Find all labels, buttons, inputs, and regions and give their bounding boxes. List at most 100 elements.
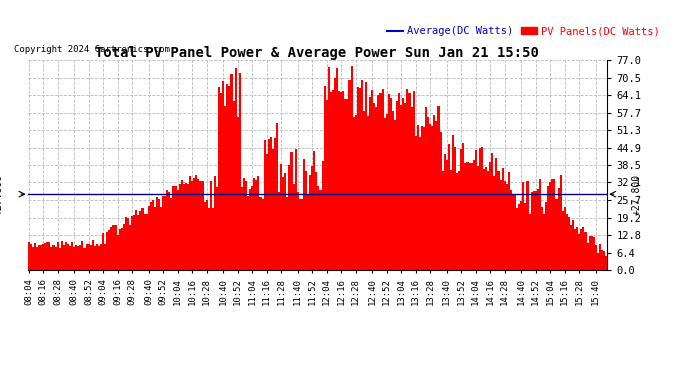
Bar	[386, 114, 388, 270]
Bar	[454, 147, 456, 270]
Bar	[377, 95, 380, 270]
Bar	[170, 198, 172, 270]
Bar	[208, 208, 210, 270]
Bar	[264, 140, 266, 270]
Bar	[90, 246, 92, 270]
Bar	[516, 208, 518, 270]
Bar	[371, 90, 373, 270]
Bar	[40, 244, 42, 270]
Bar	[365, 82, 367, 270]
Bar	[375, 107, 377, 270]
Bar	[408, 93, 411, 270]
Bar	[121, 228, 123, 270]
Bar	[144, 214, 146, 270]
Bar	[330, 92, 332, 270]
Bar	[216, 187, 218, 270]
Bar	[367, 116, 369, 270]
Bar	[440, 132, 442, 270]
Bar	[94, 246, 96, 270]
Bar	[535, 191, 537, 270]
Bar	[340, 92, 342, 270]
Bar	[382, 89, 384, 270]
Bar	[469, 164, 471, 270]
Bar	[303, 159, 305, 270]
Bar	[462, 143, 464, 270]
Bar	[313, 151, 315, 270]
Bar	[471, 163, 473, 270]
Bar	[282, 177, 284, 270]
Bar	[334, 78, 336, 270]
Bar	[599, 244, 601, 270]
Bar	[504, 182, 506, 270]
Bar	[181, 180, 183, 270]
Bar	[464, 163, 466, 270]
Bar	[570, 225, 572, 270]
Bar	[220, 93, 222, 270]
Bar	[533, 191, 535, 270]
Bar	[522, 182, 524, 270]
Bar	[344, 99, 346, 270]
Bar	[427, 117, 429, 270]
Bar	[96, 244, 98, 270]
Bar	[466, 162, 469, 270]
Bar	[28, 242, 30, 270]
Bar	[481, 147, 483, 270]
Bar	[398, 93, 400, 270]
Bar	[160, 207, 162, 270]
Bar	[106, 231, 108, 270]
Bar	[73, 248, 75, 270]
Bar	[448, 144, 450, 270]
Bar	[156, 197, 158, 270]
Bar	[539, 179, 541, 270]
Bar	[328, 67, 330, 270]
Bar	[578, 234, 580, 270]
Bar	[290, 152, 293, 270]
Bar	[135, 210, 137, 270]
Bar	[270, 137, 272, 270]
Bar	[243, 177, 245, 270]
Bar	[154, 207, 156, 270]
Bar	[65, 242, 67, 270]
Bar	[485, 166, 487, 270]
Bar	[233, 100, 235, 270]
Bar	[415, 136, 417, 270]
Bar	[52, 245, 55, 270]
Bar	[495, 158, 497, 270]
Bar	[187, 184, 189, 270]
Bar	[129, 225, 131, 270]
Bar	[419, 137, 421, 270]
Bar	[568, 217, 570, 270]
Text: +27.800: +27.800	[631, 174, 641, 215]
Bar	[483, 169, 485, 270]
Bar	[34, 243, 36, 270]
Bar	[595, 244, 597, 270]
Bar	[83, 248, 86, 270]
Bar	[77, 246, 79, 270]
Bar	[388, 94, 390, 270]
Bar	[61, 241, 63, 270]
Bar	[63, 245, 65, 270]
Bar	[560, 175, 562, 270]
Bar	[332, 90, 334, 270]
Bar	[502, 168, 504, 270]
Bar	[251, 186, 253, 270]
Bar	[537, 189, 539, 270]
Bar	[477, 166, 479, 270]
Bar	[452, 135, 454, 270]
Bar	[510, 190, 512, 270]
Bar	[380, 93, 382, 270]
Bar	[108, 230, 110, 270]
Bar	[57, 242, 59, 270]
Bar	[390, 98, 392, 270]
Bar	[475, 150, 477, 270]
Bar	[268, 139, 270, 270]
Bar	[338, 91, 340, 270]
Bar	[158, 198, 160, 270]
Legend: Average(DC Watts), PV Panels(DC Watts): Average(DC Watts), PV Panels(DC Watts)	[383, 22, 664, 40]
Bar	[603, 251, 605, 270]
Bar	[526, 181, 529, 270]
Bar	[139, 211, 141, 270]
Bar	[235, 68, 237, 270]
Bar	[288, 165, 290, 270]
Bar	[574, 229, 576, 270]
